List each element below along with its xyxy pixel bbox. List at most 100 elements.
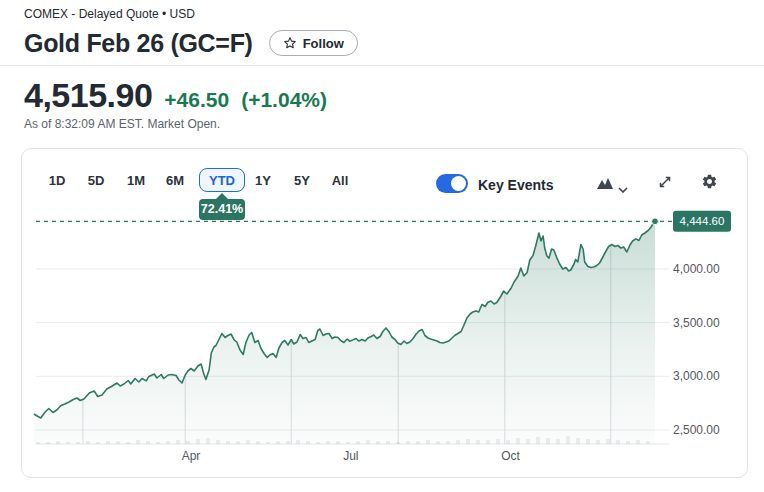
chart-card: 4,000.00 3,500.00 3,000.00 2,500.00 4,444.60… [21,148,748,478]
volume-bar [616,440,620,444]
volume-bar [506,440,510,444]
volume-bar [76,442,80,444]
volume-bar [176,440,180,444]
volume-bar [526,439,530,444]
x-axis-label: Apr [182,449,201,463]
volume-bar [126,442,130,444]
volume-bar [66,442,70,444]
x-axis-label: Jul [343,449,358,463]
volume-bar [106,441,110,444]
volume-bar [476,440,480,444]
latest-point-dot [652,218,659,225]
y-axis-label: 3,000.00 [673,369,720,383]
volume-bar [36,442,40,444]
settings-gear-icon[interactable] [701,173,718,194]
volume-bar [496,439,500,444]
expand-icon[interactable] [657,174,673,194]
tab-6m[interactable]: 6M [166,169,184,193]
volume-bar [626,441,630,444]
y-axis-label: 4,000.00 [673,262,720,276]
volume-bar [306,441,310,444]
volume-bar [56,441,60,444]
tab-1y[interactable]: 1Y [255,169,271,193]
y-axis-label: 3,500.00 [673,316,720,330]
volume-bar [466,439,470,444]
current-price-badge-label: 4,444.60 [680,215,725,227]
tab-ytd[interactable]: YTD [199,168,245,192]
volume-bar [46,442,50,444]
volume-bar [426,440,430,444]
as-of-line: As of 8:32:09 AM EST. Market Open. [24,117,764,131]
volume-bar [86,441,90,444]
volume-bar [606,439,610,444]
volume-bar [456,440,460,444]
volume-bar [246,440,250,444]
volume-bar [576,438,580,444]
tab-5d[interactable]: 5D [88,169,105,193]
volume-bar [136,440,140,444]
volume-bar [566,436,570,444]
exchange-line: COMEX - Delayed Quote • USD [24,0,764,21]
chevron-down-icon[interactable] [618,179,628,197]
volume-bar [286,441,290,444]
x-axis-label: Oct [501,449,520,463]
volume-bar [146,441,150,444]
volume-bar [396,442,400,444]
volume-bar [436,441,440,444]
toggle-knob [451,176,466,191]
volume-bar [226,441,230,444]
price-change-percent: (+1.04%) [241,88,327,112]
tab-all[interactable]: All [332,169,349,193]
chart-type-icon[interactable] [596,176,614,194]
volume-bar [556,439,560,444]
key-events-label: Key Events [478,176,553,195]
volume-bar [186,441,190,444]
volume-bar [446,441,450,444]
header-divider [0,65,764,66]
volume-bar [366,440,370,444]
volume-bar [336,441,340,444]
volume-bar [376,441,380,444]
volume-bar [536,437,540,444]
volume-bar [596,440,600,444]
volume-bar [196,439,200,444]
volume-bar [486,440,490,444]
follow-button[interactable]: Follow [269,30,358,56]
volume-bar [116,441,120,444]
volume-bar [266,442,270,444]
tab-5y[interactable]: 5Y [294,169,310,193]
volume-bar [256,441,260,444]
area-fill [34,221,655,444]
price-chart[interactable]: 4,000.00 3,500.00 3,000.00 2,500.00 4,444.60… [22,149,747,477]
price-change: +46.50 [164,88,229,112]
volume-bar [636,440,640,444]
volume-bar [206,438,210,444]
follow-label: Follow [303,36,344,51]
volume-bar [296,440,300,444]
volume-bar [236,441,240,444]
volume-bar [406,441,410,444]
volume-bar [346,442,350,444]
volume-bar [216,440,220,444]
tab-1m[interactable]: 1M [127,169,145,193]
tab-1d[interactable]: 1D [49,169,66,193]
page-title: Gold Feb 26 (GC=F) [24,29,253,57]
volume-bar [586,439,590,444]
volume-bar [516,438,520,444]
volume-bar [646,441,650,444]
volume-bar [276,441,280,444]
volume-bar [316,442,320,444]
volume-bar [96,442,100,444]
volume-bar [166,441,170,444]
price: 4,515.90 [24,78,152,112]
key-events-toggle[interactable] [436,174,468,193]
volume-bar [416,441,420,444]
ytd-return-badge: 72.41% [199,199,245,220]
volume-bar [356,441,360,444]
star-icon [283,36,297,50]
y-axis-label: 2,500.00 [673,423,720,437]
volume-bar [386,441,390,444]
volume-bar [156,442,160,444]
volume-bar [546,438,550,444]
volume-bar [326,441,330,444]
